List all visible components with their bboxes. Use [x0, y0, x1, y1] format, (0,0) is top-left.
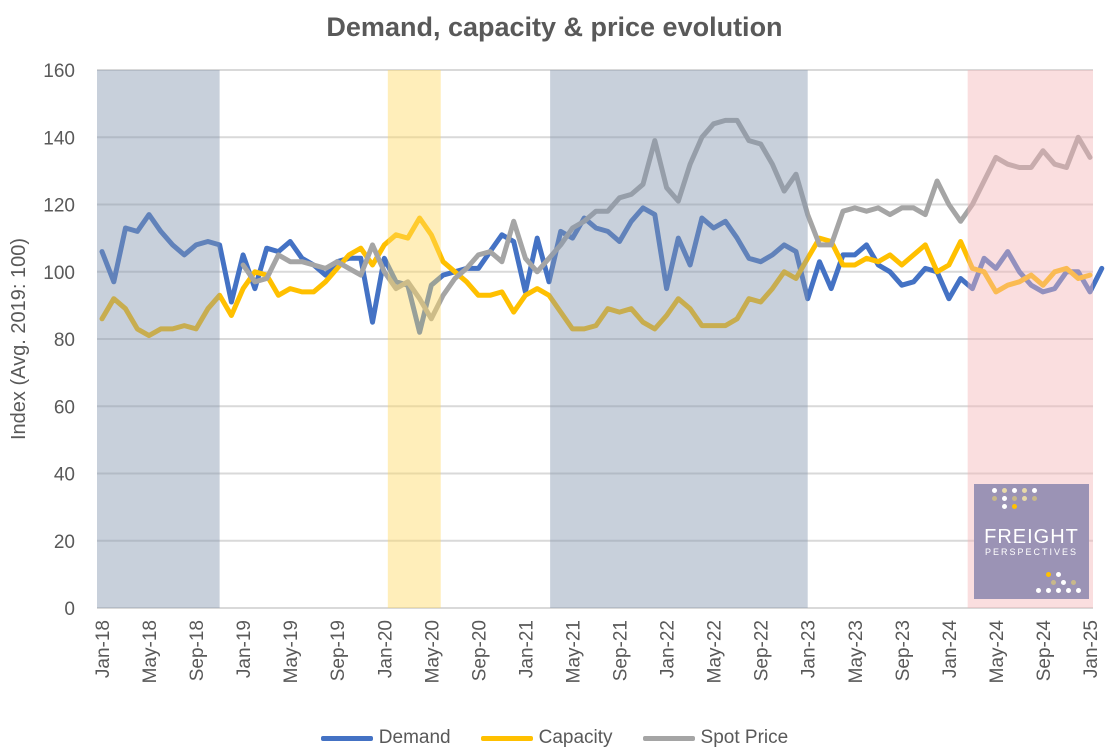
logo-dot	[1012, 488, 1017, 493]
x-tick-label: Sep-21	[611, 620, 632, 681]
logo-dot	[1076, 588, 1081, 593]
logo-dot	[1002, 496, 1007, 501]
logo-line1: FREIGHT	[984, 526, 1079, 548]
y-tick-label: 20	[54, 532, 75, 553]
legend: Demand Capacity Spot Price	[0, 727, 1109, 749]
logo-line2: PERSPECTIVES	[984, 547, 1079, 557]
x-tick-label: Sep-20	[469, 620, 490, 681]
chart-title: Demand, capacity & price evolution	[326, 12, 783, 42]
x-tick-label: Jan-24	[940, 620, 961, 679]
logo-dot	[1046, 572, 1051, 577]
x-tick-label: Sep-23	[893, 620, 914, 681]
logo-dot	[1022, 488, 1027, 493]
x-tick-label: Jan-23	[799, 620, 820, 678]
x-tick-label: Jan-19	[234, 620, 255, 678]
y-tick-label: 40	[54, 465, 75, 486]
legend-swatch	[480, 735, 533, 741]
logo-dot	[1046, 588, 1051, 593]
logo-dot	[1036, 588, 1041, 593]
y-tick-label: 140	[43, 128, 75, 149]
x-tick-label: May-21	[563, 620, 584, 683]
shaded-period	[550, 70, 808, 608]
logo-dot	[1061, 580, 1066, 585]
legend-item: Spot Price	[642, 727, 789, 749]
shaded-period	[387, 70, 441, 608]
x-tick-label: Jan-18	[93, 620, 114, 678]
y-tick-label: 80	[54, 330, 75, 351]
legend-label: Demand	[378, 727, 451, 748]
logo-dot	[1002, 488, 1007, 493]
logo-dot	[1032, 488, 1037, 493]
x-tick-label: Sep-22	[752, 620, 773, 681]
x-tick-label: May-22	[705, 620, 726, 683]
legend-swatch	[320, 735, 373, 741]
logo-dot	[1002, 504, 1007, 509]
shaded-period	[97, 70, 220, 608]
y-tick-label: 0	[64, 599, 75, 620]
x-tick-label: Sep-18	[187, 620, 208, 681]
x-tick-label: May-23	[846, 620, 867, 683]
logo-dot	[992, 488, 997, 493]
legend-swatch	[642, 735, 695, 741]
x-tick-label: May-20	[422, 620, 443, 683]
y-tick-label: 60	[54, 397, 75, 418]
logo-dot	[1032, 496, 1037, 501]
y-tick-label: 160	[43, 61, 75, 82]
logo-dot	[1012, 504, 1017, 509]
legend-item: Capacity	[480, 727, 613, 749]
y-axis-label: Index (Avg. 2019: 100)	[8, 238, 30, 440]
series-line-spot-price	[240, 117, 1093, 322]
x-tick-label: Jan-21	[516, 620, 537, 678]
logo-dot	[992, 496, 997, 501]
x-tick-label: Jan-22	[658, 620, 679, 678]
y-tick-label: 100	[43, 263, 75, 284]
x-tick-label: Sep-24	[1034, 620, 1055, 682]
x-tick-label: May-18	[140, 620, 161, 683]
logo-dot	[1056, 588, 1061, 593]
x-tick-label: Jan-25	[1081, 620, 1102, 678]
legend-label: Capacity	[538, 727, 613, 748]
x-tick-label: Sep-19	[328, 620, 349, 681]
logo-dot	[1071, 580, 1076, 585]
legend-label: Spot Price	[700, 727, 789, 748]
x-tick-label: Jan-20	[375, 620, 396, 678]
logo-dot	[1066, 588, 1071, 593]
y-tick-label: 120	[43, 196, 75, 217]
legend-item: Demand	[320, 727, 451, 749]
logo-dot	[1056, 572, 1061, 577]
x-tick-label: May-19	[281, 620, 302, 683]
x-tick-label: May-24	[987, 620, 1008, 684]
logo-dot	[1012, 496, 1017, 501]
logo-dot	[1051, 580, 1056, 585]
freight-perspectives-logo: FREIGHT PERSPECTIVES	[974, 484, 1089, 599]
logo-dot	[1022, 496, 1027, 501]
